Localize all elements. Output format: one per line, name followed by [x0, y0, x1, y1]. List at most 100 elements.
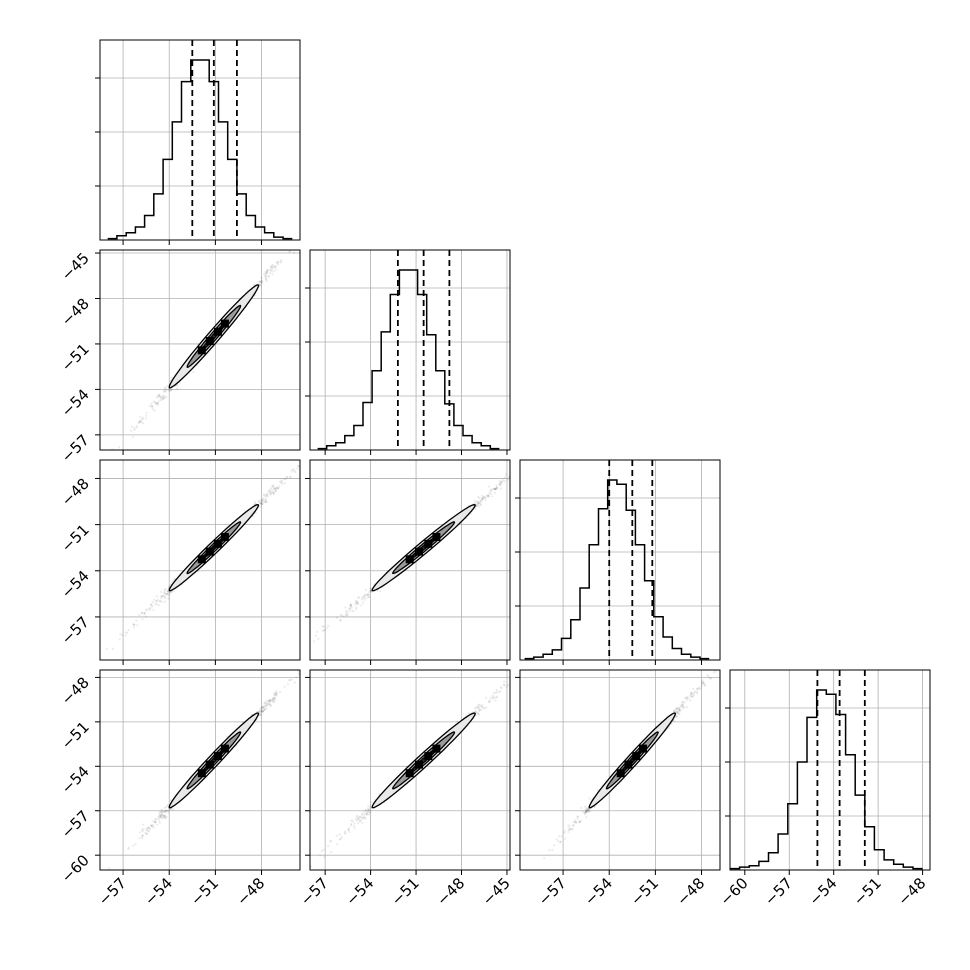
sample-point	[265, 500, 268, 503]
sample-point	[306, 460, 308, 462]
sample-point	[147, 829, 150, 832]
sample-point	[697, 687, 701, 690]
sample-point	[275, 490, 278, 493]
sample-point	[121, 634, 124, 637]
sample-point	[155, 603, 158, 606]
panel-3-3: −60 −57 −54 −51 −48	[717, 669, 931, 909]
sample-point	[143, 613, 146, 616]
sample-point	[690, 692, 694, 695]
sample-point	[539, 456, 541, 458]
sample-point	[269, 492, 273, 495]
sample-point	[140, 828, 144, 831]
sample-point	[260, 276, 263, 279]
sample-point	[361, 813, 364, 817]
axes-frame	[99, 459, 301, 661]
sample-point	[487, 495, 491, 498]
sample-point	[152, 824, 155, 827]
sample-point	[584, 811, 587, 814]
sample-point	[267, 274, 270, 277]
sample-point	[477, 502, 480, 505]
grid	[520, 460, 720, 660]
sample-point	[355, 608, 358, 611]
sample-point	[159, 599, 162, 603]
sample-point	[692, 695, 695, 698]
sample-point	[493, 488, 496, 491]
sample-point	[587, 809, 591, 812]
sample-point	[275, 486, 278, 489]
sample-point	[697, 686, 701, 689]
sample-point	[363, 813, 366, 816]
sample-point	[479, 500, 482, 503]
sample-point	[553, 844, 556, 847]
sample-point	[258, 501, 262, 505]
sample-point	[484, 498, 487, 502]
sample-point	[145, 832, 148, 836]
sample-point	[681, 703, 685, 707]
sample-point	[677, 708, 681, 711]
sample-point	[499, 685, 502, 689]
sample-point	[275, 691, 278, 695]
sample-point	[693, 691, 696, 694]
sample-point	[169, 388, 172, 391]
sample-point	[265, 277, 268, 280]
sample-point	[675, 715, 678, 718]
sample-point	[286, 683, 289, 686]
sample-point	[684, 697, 688, 700]
sample-point	[259, 280, 262, 283]
sample-point	[168, 390, 171, 393]
sample-point	[151, 405, 154, 408]
sample-point	[366, 593, 369, 597]
sample-point	[153, 598, 156, 601]
sample-point	[494, 487, 497, 491]
panel-3-1: −57 −54 −51 −48 −45	[297, 669, 530, 909]
sample-point	[357, 596, 360, 599]
sample-point	[349, 604, 352, 607]
sample-point	[285, 475, 288, 479]
sample-point	[357, 817, 360, 821]
sample-point	[479, 708, 482, 712]
sample-point	[160, 595, 164, 598]
sample-point	[284, 478, 287, 481]
sample-point	[280, 480, 283, 483]
sample-point	[710, 677, 713, 680]
y-tick-label: −48	[58, 475, 93, 510]
sample-point	[268, 489, 271, 492]
sample-point	[345, 614, 348, 617]
sample-point	[260, 280, 263, 283]
sample-point	[316, 630, 319, 633]
sample-point	[478, 497, 481, 500]
sample-point	[135, 425, 138, 428]
sample-point	[474, 710, 477, 713]
sample-point	[354, 603, 357, 606]
sample-point	[693, 690, 697, 694]
sample-point	[272, 492, 275, 495]
sample-point	[478, 713, 481, 716]
sample-point	[345, 613, 348, 616]
sample-point	[145, 414, 148, 417]
x-tick-label: −54	[805, 874, 840, 909]
sample-point	[584, 808, 588, 811]
sample-point	[675, 709, 678, 712]
sample-point	[270, 268, 273, 271]
sample-point	[481, 706, 484, 709]
density-peak	[213, 752, 222, 761]
sample-point	[166, 384, 169, 388]
sample-point	[157, 401, 160, 404]
panel-1-0: −45 −48 −51 −54 −57	[58, 243, 301, 466]
sample-point	[271, 264, 274, 267]
sample-point	[279, 691, 282, 694]
x-tick-label: −54	[581, 874, 616, 909]
sample-point	[266, 495, 269, 498]
sample-point	[161, 816, 164, 819]
sample-point	[133, 428, 136, 431]
sample-point	[158, 811, 161, 814]
sample-point	[486, 494, 489, 497]
sample-point	[298, 243, 300, 245]
sample-point	[264, 700, 267, 704]
sample-point	[355, 816, 358, 819]
sample-point	[528, 672, 530, 674]
sample-point	[495, 487, 498, 490]
sample-point	[151, 601, 154, 604]
sample-point	[506, 684, 510, 687]
sample-point	[293, 681, 296, 684]
